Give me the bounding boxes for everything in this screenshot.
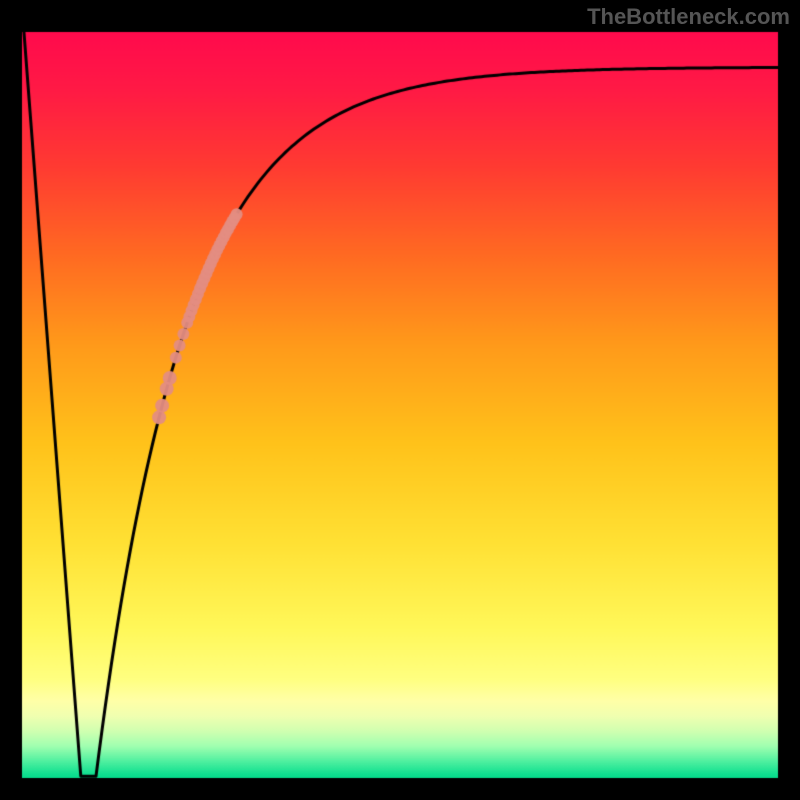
chart-stage: TheBottleneck.com [0,0,800,800]
bottleneck-chart-canvas [0,0,800,800]
